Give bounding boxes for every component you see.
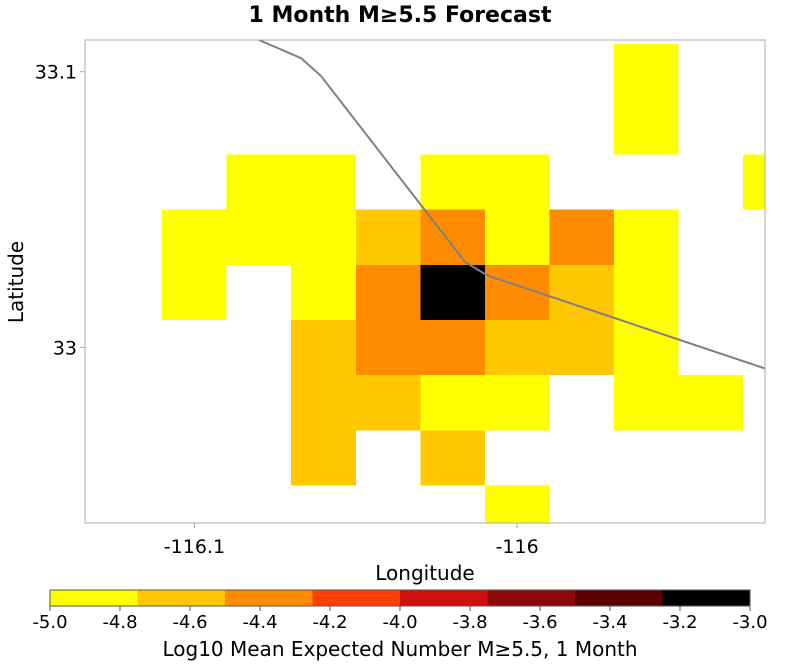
colorbar-tick-label-2: -4.6 [172,612,207,633]
colorbar-tick-label-0: -5.0 [32,612,67,633]
heatmap-cell-15 [162,264,227,320]
heatmap-cell-32 [613,375,679,431]
heatmap-cell-0 [613,44,679,100]
heatmap-cell-23 [355,319,421,376]
colorbar-swatch-2 [225,590,313,606]
y-axis-label: Latitude [4,241,28,323]
x-tick-label-0: -116.1 [164,536,225,558]
heatmap-cells [162,44,765,523]
heatmap-cell-20 [549,264,614,320]
heatmap-cell-6 [743,154,765,210]
colorbar-swatch-5 [487,590,575,606]
x-axis-label: Longitude [375,561,474,585]
heatmap-cell-30 [420,375,485,431]
heatmap-cell-13 [549,209,614,265]
heatmap-cell-26 [549,319,614,376]
heatmap-cell-28 [291,375,356,431]
heatmap-cell-3 [291,154,356,210]
heatmap-cell-2 [226,154,292,210]
colorbar: -5.0 -4.8 -4.6 -4.4 -4.2 -4.0 -3.8 -3.6 -3.4 -3.2… [32,589,768,633]
colorbar-tick-label-5: -4.0 [382,612,417,633]
colorbar-swatch-1 [137,590,225,606]
y-tick-label-1: 33 [53,338,77,360]
heatmap-cell-31 [484,375,550,431]
heatmap-cell-1 [613,99,679,155]
colorbar-label: Log10 Mean Expected Number M≥5.5, 1 Mont… [162,637,637,661]
heatmap-cell-12 [484,209,550,265]
colorbar-tick-label-9: -3.2 [662,612,697,633]
colorbar-tick-label-8: -3.4 [592,612,627,633]
heatmap-cell-29 [355,375,421,431]
fault-trace-line [258,40,765,370]
heatmap-cell-4 [420,154,485,210]
heatmap-cell-22 [291,319,356,376]
colorbar-tick-label-7: -3.6 [522,612,557,633]
chart-title: 1 Month M≥5.5 Forecast [249,3,552,28]
heatmap-cell-24 [420,319,485,376]
colorbar-swatch-6 [575,590,663,606]
y-tick-label-0: 33.1 [35,62,77,84]
colorbar-tick-label-3: -4.4 [242,612,277,633]
heatmap-cell-9 [291,209,356,265]
heatmap-cell-7 [162,209,227,265]
colorbar-swatch-3 [312,590,400,606]
heatmap-cell-33 [678,375,744,431]
heatmap-cell-5 [484,154,550,210]
axis-ticks: -116.1 -116 33.1 33 [35,62,539,558]
colorbar-tick-label-10: -3.0 [732,612,767,633]
heatmap-cell-34 [291,430,356,486]
heatmap-cell-36 [484,485,550,523]
heatmap-cell-25 [484,319,550,376]
plot-frame [84,39,766,524]
colorbar-tick-label-4: -4.2 [312,612,347,633]
heatmap-cell-21 [613,264,679,320]
colorbar-swatch-7 [662,590,750,606]
heatmap-cell-10 [355,209,421,265]
x-tick-label-1: -116 [496,536,539,558]
colorbar-swatch-0 [50,590,138,606]
colorbar-tick-label-1: -4.8 [102,612,137,633]
heatmap-cell-16 [291,264,356,320]
heatmap-cell-14 [613,209,679,265]
heatmap-cell-35 [420,430,485,486]
heatmap-cell-18 [420,264,485,320]
heatmap-cell-17 [355,264,421,320]
fault-trace-layer [258,40,765,370]
heatmap-cell-8 [226,209,292,265]
colorbar-tick-label-6: -3.8 [452,612,487,633]
colorbar-swatch-4 [400,590,488,606]
